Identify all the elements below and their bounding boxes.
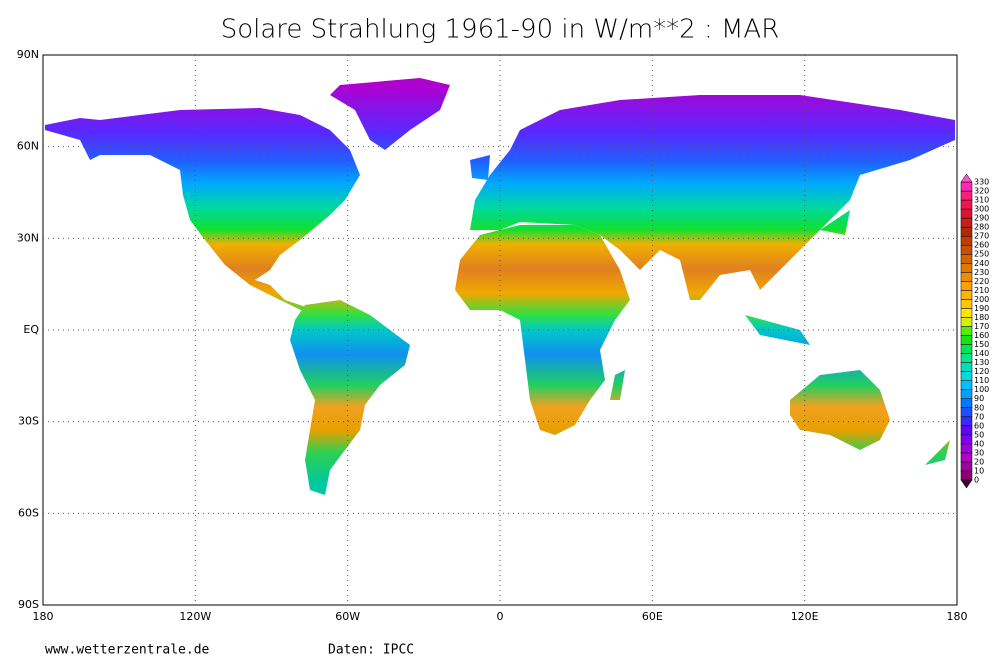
colorbar-swatch xyxy=(960,263,973,273)
colorbar-label: 300 xyxy=(974,205,989,214)
lon-label: 120W xyxy=(179,610,211,623)
colorbar-label: 260 xyxy=(974,241,989,250)
colorbar-label: 280 xyxy=(974,223,989,232)
colorbar-label: 140 xyxy=(974,349,989,358)
new-zealand xyxy=(925,440,950,465)
colorbar-swatch xyxy=(960,470,973,481)
colorbar-label: 70 xyxy=(974,412,984,421)
colorbar-swatch xyxy=(960,362,973,372)
colorbar-swatch xyxy=(960,353,973,363)
indonesia xyxy=(745,315,810,345)
colorbar-label: 240 xyxy=(974,259,989,268)
colorbar: 0102030405060708090100110120130140150160… xyxy=(960,173,989,489)
greenland xyxy=(330,78,450,150)
colorbar-arrow xyxy=(960,479,973,489)
colorbar-swatch xyxy=(960,434,973,445)
colorbar-label: 50 xyxy=(974,430,984,439)
britain xyxy=(470,155,490,180)
colorbar-swatch xyxy=(960,317,973,327)
colorbar-swatch xyxy=(960,371,973,381)
colorbar-label: 90 xyxy=(974,394,984,403)
colorbar-swatch xyxy=(960,308,973,318)
colorbar-label: 40 xyxy=(974,439,984,448)
colorbar-swatch xyxy=(960,452,973,463)
colorbar-label: 190 xyxy=(974,304,989,313)
lon-label: 60E xyxy=(642,610,663,623)
colorbar-label: 230 xyxy=(974,268,989,277)
colorbar-swatch xyxy=(960,326,973,336)
colorbar-swatch xyxy=(960,290,973,300)
colorbar-swatch xyxy=(960,389,973,399)
lon-label: 120E xyxy=(791,610,819,623)
lat-label: EQ xyxy=(23,323,39,336)
colorbar-label: 180 xyxy=(974,313,989,322)
colorbar-label: 200 xyxy=(974,295,989,304)
colorbar-arrow xyxy=(960,173,973,183)
australia xyxy=(790,370,890,450)
lon-label: 0 xyxy=(497,610,504,623)
colorbar-label: 290 xyxy=(974,214,989,223)
colorbar-swatch xyxy=(960,461,973,472)
colorbar-swatch xyxy=(960,217,973,228)
colorbar-label: 100 xyxy=(974,385,989,394)
colorbar-label: 10 xyxy=(974,466,984,475)
colorbar-label: 80 xyxy=(974,403,984,412)
japan xyxy=(820,210,850,235)
footer-site: www.wetterzentrale.de xyxy=(45,643,210,658)
colorbar-swatch xyxy=(960,443,973,454)
colorbar-label: 130 xyxy=(974,358,989,367)
colorbar-label: 310 xyxy=(974,196,989,205)
title: Solare Strahlung 1961-90 in W/m**2 : MAR xyxy=(221,15,780,45)
colorbar-label: 0 xyxy=(974,476,979,485)
colorbar-swatch xyxy=(960,235,973,246)
colorbar-label: 110 xyxy=(974,376,989,385)
colorbar-swatch xyxy=(960,190,973,201)
colorbar-label: 330 xyxy=(974,178,989,187)
lat-label: 30N xyxy=(17,231,39,244)
colorbar-swatch xyxy=(960,416,973,427)
north-america xyxy=(45,108,360,312)
colorbar-label: 250 xyxy=(974,250,989,259)
colorbar-swatch xyxy=(960,208,973,219)
colorbar-swatch xyxy=(960,299,973,309)
lat-label: 90S xyxy=(18,598,39,611)
lat-label: 90N xyxy=(17,48,39,61)
colorbar-label: 160 xyxy=(974,331,989,340)
colorbar-label: 210 xyxy=(974,286,989,295)
lon-label: 180 xyxy=(33,610,54,623)
lat-label: 60N xyxy=(17,140,39,153)
footer-source: Daten: IPCC xyxy=(328,643,414,658)
colorbar-swatch xyxy=(960,181,973,192)
colorbar-label: 170 xyxy=(974,322,989,331)
colorbar-label: 150 xyxy=(974,340,989,349)
colorbar-swatch xyxy=(960,398,973,409)
colorbar-swatch xyxy=(960,244,973,255)
colorbar-label: 120 xyxy=(974,367,989,376)
colorbar-swatch xyxy=(960,335,973,345)
colorbar-swatch xyxy=(960,407,973,418)
colorbar-swatch xyxy=(960,253,973,264)
colorbar-swatch xyxy=(960,344,973,354)
colorbar-label: 320 xyxy=(974,187,989,196)
colorbar-swatch xyxy=(960,425,973,436)
colorbar-label: 220 xyxy=(974,277,989,286)
lon-label: 180 xyxy=(947,610,968,623)
colorbar-label: 30 xyxy=(974,448,984,457)
madagascar xyxy=(610,370,625,400)
lon-label: 60W xyxy=(335,610,360,623)
colorbar-label: 270 xyxy=(974,232,989,241)
colorbar-label: 20 xyxy=(974,457,984,466)
colorbar-swatch xyxy=(960,380,973,390)
lat-label: 60S xyxy=(18,506,39,519)
colorbar-label: 60 xyxy=(974,421,984,430)
south-america xyxy=(290,300,410,495)
africa xyxy=(455,225,630,435)
colorbar-swatch xyxy=(960,281,973,291)
colorbar-swatch xyxy=(960,199,973,210)
lat-label: 30S xyxy=(18,415,39,428)
colorbar-swatch xyxy=(960,226,973,237)
colorbar-swatch xyxy=(960,272,973,282)
